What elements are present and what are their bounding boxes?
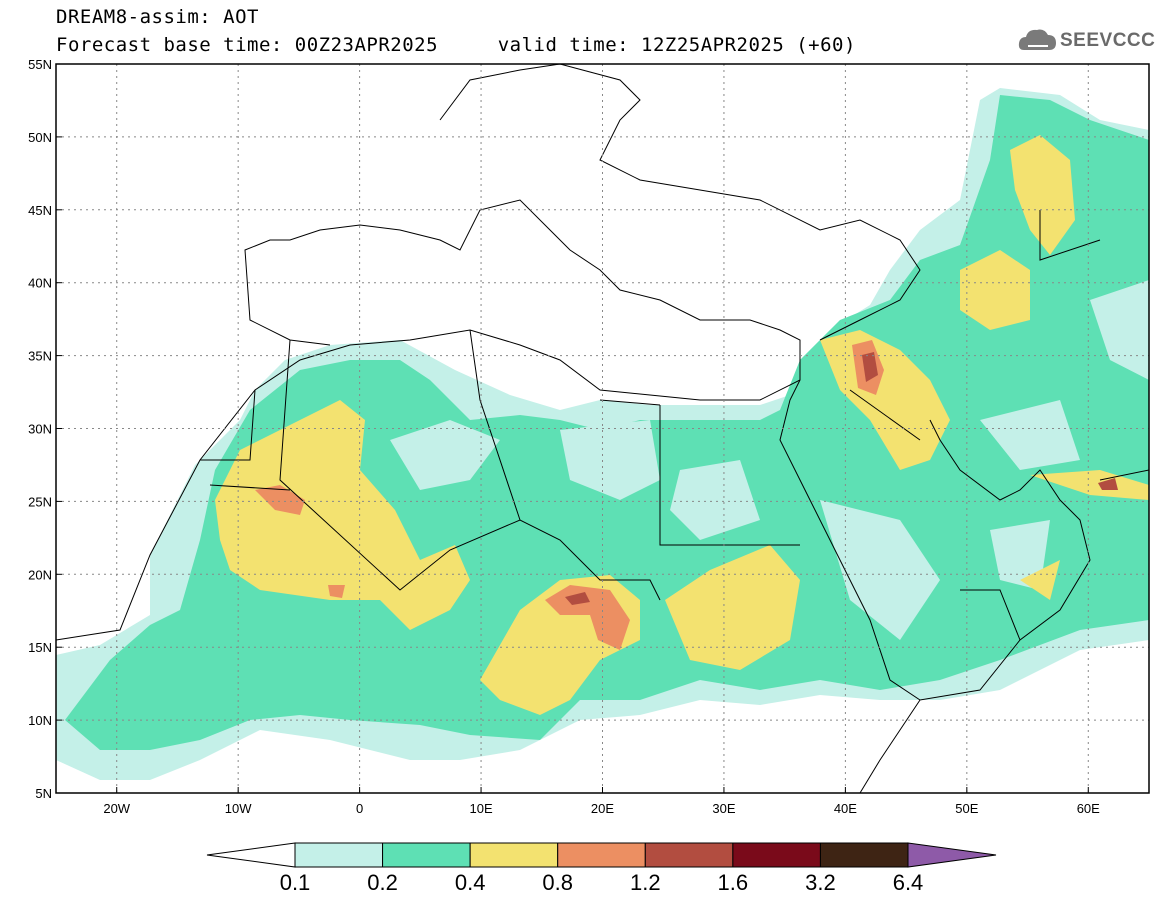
y-tick-label: 50N: [28, 130, 52, 145]
map-title: DREAM8-assim: AOT: [56, 6, 259, 28]
border: [200, 389, 256, 461]
coastlines: [56, 64, 1149, 793]
border: [849, 389, 921, 441]
forecast-time-subtitle: Forecast base time: 00Z23APR2025 valid t…: [56, 34, 856, 56]
aot-contour-0.4: [665, 545, 800, 670]
y-tick-label: 10N: [28, 713, 52, 728]
y-tick-label: 30N: [28, 422, 52, 437]
colorbar-segment: [382, 842, 471, 868]
aot-contour-0.2-hole: [820, 500, 940, 640]
colorbar-arrow-low: [206, 842, 296, 868]
coastline: [859, 699, 921, 793]
aot-contour-0.8: [255, 485, 305, 515]
x-tick-label: 30E: [712, 801, 735, 816]
colorbar-segment: [469, 842, 559, 868]
y-tick-label: 35N: [28, 349, 52, 364]
grid-lines: [56, 64, 1149, 793]
coastline: [439, 64, 921, 341]
x-tick-label: 10W: [225, 801, 252, 816]
x-tick-label: 10E: [469, 801, 492, 816]
y-tick-label: 55N: [28, 57, 52, 72]
colorbar-segment: [644, 842, 734, 868]
x-tick-label: 0: [356, 801, 363, 816]
colorbar-label: 1.2: [629, 870, 661, 895]
aot-contour-0.2-hole: [980, 400, 1080, 470]
x-tick-label: 20W: [103, 801, 130, 816]
border: [659, 405, 800, 546]
aot-contour-0.4: [215, 400, 470, 630]
aot-contour-0.2-hole: [1090, 280, 1149, 380]
y-tick-label: 25N: [28, 494, 52, 509]
colorbar-label: 3.2: [805, 870, 836, 895]
x-tick-label: 60E: [1077, 801, 1100, 816]
colorbar-label: 0.4: [454, 870, 486, 895]
aot-contour-0.8: [328, 585, 345, 598]
border: [469, 329, 521, 521]
logo-text: SEEVCCC: [1060, 30, 1156, 51]
y-tick-labels: 5N 10N 15N 20N 25N 30N 35N 40N 45N 50N 55N: [28, 57, 62, 801]
colorbar-label: 6.4: [892, 870, 924, 895]
x-tick-label: 50E: [955, 801, 978, 816]
colorbar-arrow-high: [907, 842, 997, 868]
colorbar: [206, 842, 997, 868]
y-tick-label: 45N: [28, 203, 52, 218]
coastline: [56, 199, 801, 641]
border: [1039, 210, 1101, 261]
x-tick-label: 20E: [591, 801, 614, 816]
aot-contour-0.4: [1030, 470, 1149, 500]
border: [960, 589, 1021, 641]
colorbar-segment: [819, 842, 909, 868]
x-tick-label: 40E: [834, 801, 857, 816]
coastline: [779, 379, 1091, 701]
y-tick-label: 20N: [28, 567, 52, 582]
aot-contour-0.2-hole: [390, 420, 500, 490]
aot-contour-1.2: [565, 592, 590, 605]
aot-contour-0.2-hole: [560, 420, 660, 500]
colorbar-segment: [732, 842, 821, 868]
aot-contour-1.2: [1098, 478, 1118, 490]
cloud-logo-icon: [1018, 29, 1056, 50]
colorbar-label: 1.6: [717, 870, 749, 895]
aot-contour-0.4: [960, 250, 1030, 330]
colorbar-label: 0.2: [367, 870, 398, 895]
colorbar-label: 0.8: [542, 870, 573, 895]
y-tick-label: 5N: [35, 786, 52, 801]
aot-contour-0.4: [1020, 560, 1060, 600]
border: [209, 484, 291, 491]
colorbar-segment: [294, 842, 384, 868]
y-tick-label: 40N: [28, 276, 52, 291]
aot-contour-0.8: [545, 585, 630, 650]
colorbar-label: 0.1: [279, 870, 311, 895]
border: [599, 399, 661, 406]
aot-contour-0.2-hole: [670, 460, 760, 540]
coastline: [1099, 469, 1149, 481]
aot-field: [56, 88, 1149, 780]
aot-contour-0.4: [820, 330, 950, 470]
aot-contour-0.4: [1010, 135, 1075, 255]
x-tick-labels: 20W 10W 0 10E 20E 30E 40E 50E 60E: [103, 787, 1100, 816]
y-tick-label: 15N: [28, 640, 52, 655]
colorbar-segment: [557, 842, 646, 868]
aot-contour-1.2: [862, 352, 878, 382]
